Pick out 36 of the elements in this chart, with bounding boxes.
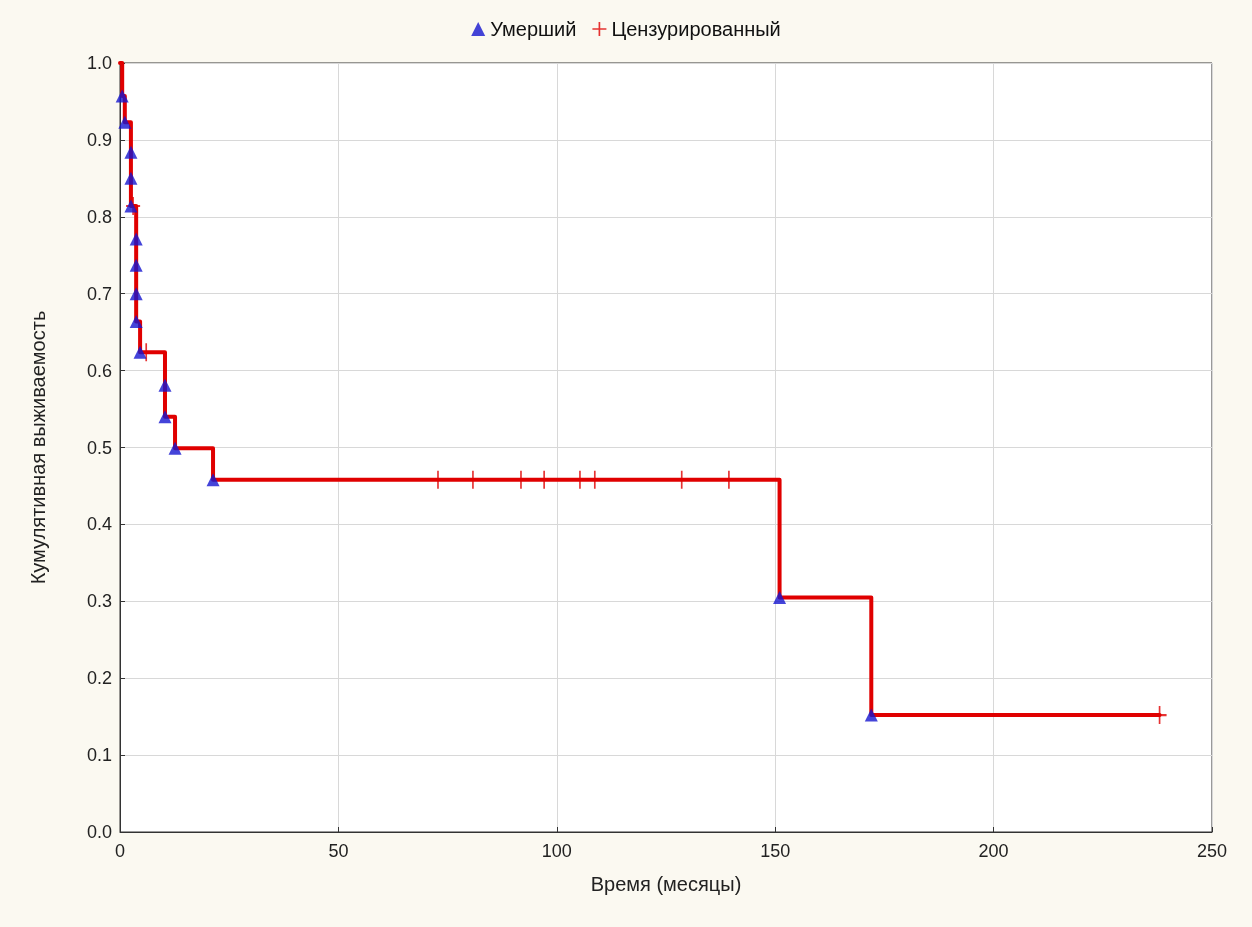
point <box>129 258 143 272</box>
y-tick-label: 0.3 <box>86 591 112 612</box>
y-tick-label: 0.1 <box>86 745 112 766</box>
legend-label: Умерший <box>490 18 577 40</box>
point <box>133 345 147 359</box>
x-tick-label: 200 <box>978 841 1009 861</box>
x-tick-label: 50 <box>328 841 349 861</box>
y-tick-label: 0.6 <box>86 360 112 381</box>
point <box>115 89 129 103</box>
y-tick-label: 0.4 <box>86 514 112 535</box>
y-tick-label: 1.0 <box>86 53 112 73</box>
point <box>158 378 172 392</box>
point <box>124 145 138 159</box>
x-tick-label: 250 <box>1196 841 1228 861</box>
point <box>118 115 132 129</box>
y-tick-label: 0.2 <box>86 668 112 689</box>
x-tick-label: 0 <box>114 841 126 861</box>
y-tick-label: 0.8 <box>86 206 112 227</box>
y-tick-label: 0.7 <box>86 283 112 304</box>
point <box>206 473 220 487</box>
point <box>168 441 182 455</box>
point <box>124 171 138 185</box>
point <box>158 410 172 424</box>
point <box>129 232 143 246</box>
x-axis-title: Время (месяцы) <box>590 873 742 895</box>
point <box>773 590 787 604</box>
x-tick-label: 100 <box>541 841 572 861</box>
legend-label: Цензурированный <box>611 18 781 40</box>
y-axis-title: Кумулятивная выживаемость <box>27 310 49 585</box>
y-tick-label: 0.9 <box>86 129 112 150</box>
point <box>864 708 878 722</box>
y-tick-label: 0.5 <box>86 437 112 458</box>
x-tick-label: 150 <box>760 841 791 861</box>
point <box>129 314 143 328</box>
y-tick-label: 0.0 <box>86 822 112 842</box>
point <box>129 287 143 301</box>
